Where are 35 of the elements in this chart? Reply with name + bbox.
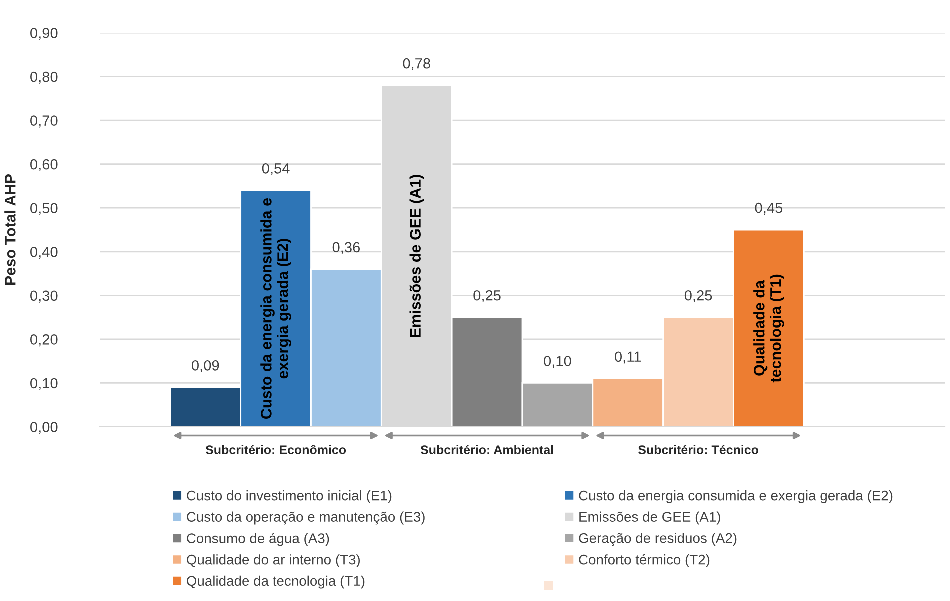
- data-label: 0,25: [684, 290, 712, 303]
- y-tick-label: 0,90: [30, 28, 58, 40]
- text: Subcritério: Econômico: [206, 444, 346, 454]
- y-tick-label: 0,40: [30, 246, 58, 260]
- y-tick-label: 0,60: [30, 159, 58, 172]
- legend-label: Custo da operação e manutenção (E3): [187, 512, 425, 525]
- text: Subcritério: Ambiental: [420, 445, 554, 454]
- data-label: 0,54: [262, 164, 290, 176]
- legend-label: Custo da energia consumida e exergia gerada (E2): [579, 490, 893, 504]
- annotation: Qualidade da tecnologia (T1): [754, 274, 784, 383]
- data-label: 0,45: [755, 202, 783, 215]
- y-tick-label: 0,70: [30, 116, 58, 128]
- legend-label: Conforto térmico (T2): [579, 554, 710, 568]
- y-tick-label: 0,10: [30, 378, 58, 390]
- y-tick-label: 0,30: [30, 290, 58, 303]
- legend-label: Qualidade da tecnologia (T1): [187, 576, 365, 589]
- legend-label: Emissões de GEE (A1): [580, 512, 720, 525]
- legend-label: Qualidade do ar interno (T3): [187, 554, 360, 568]
- data-label: 0,11: [615, 352, 642, 364]
- legend-label: Consumo de água (A3): [187, 533, 330, 546]
- annotation: Custo da energia consumida e exergia gerada (E2): [260, 198, 292, 419]
- y-tick-label: 0,20: [30, 334, 58, 347]
- data-label: 0,25: [474, 290, 501, 303]
- data-label: 0,36: [332, 242, 360, 254]
- y-axis-title: Peso Total AHP: [4, 174, 16, 286]
- y-tick-label: 0,80: [30, 72, 58, 84]
- legend-label: Custo do investimento inicial (E1): [187, 490, 392, 504]
- y-tick-label: 0,50: [30, 203, 58, 216]
- annotation: Emissões de GEE (A1): [410, 175, 424, 338]
- data-label: 0,78: [403, 58, 430, 70]
- legend-label: Geração de residuos (A2): [579, 533, 737, 546]
- data-label: 0,10: [544, 356, 572, 368]
- text: Subcritério: Técnico: [638, 445, 758, 454]
- y-tick-label: 0,00: [30, 422, 58, 434]
- data-label: 0,09: [192, 360, 220, 373]
